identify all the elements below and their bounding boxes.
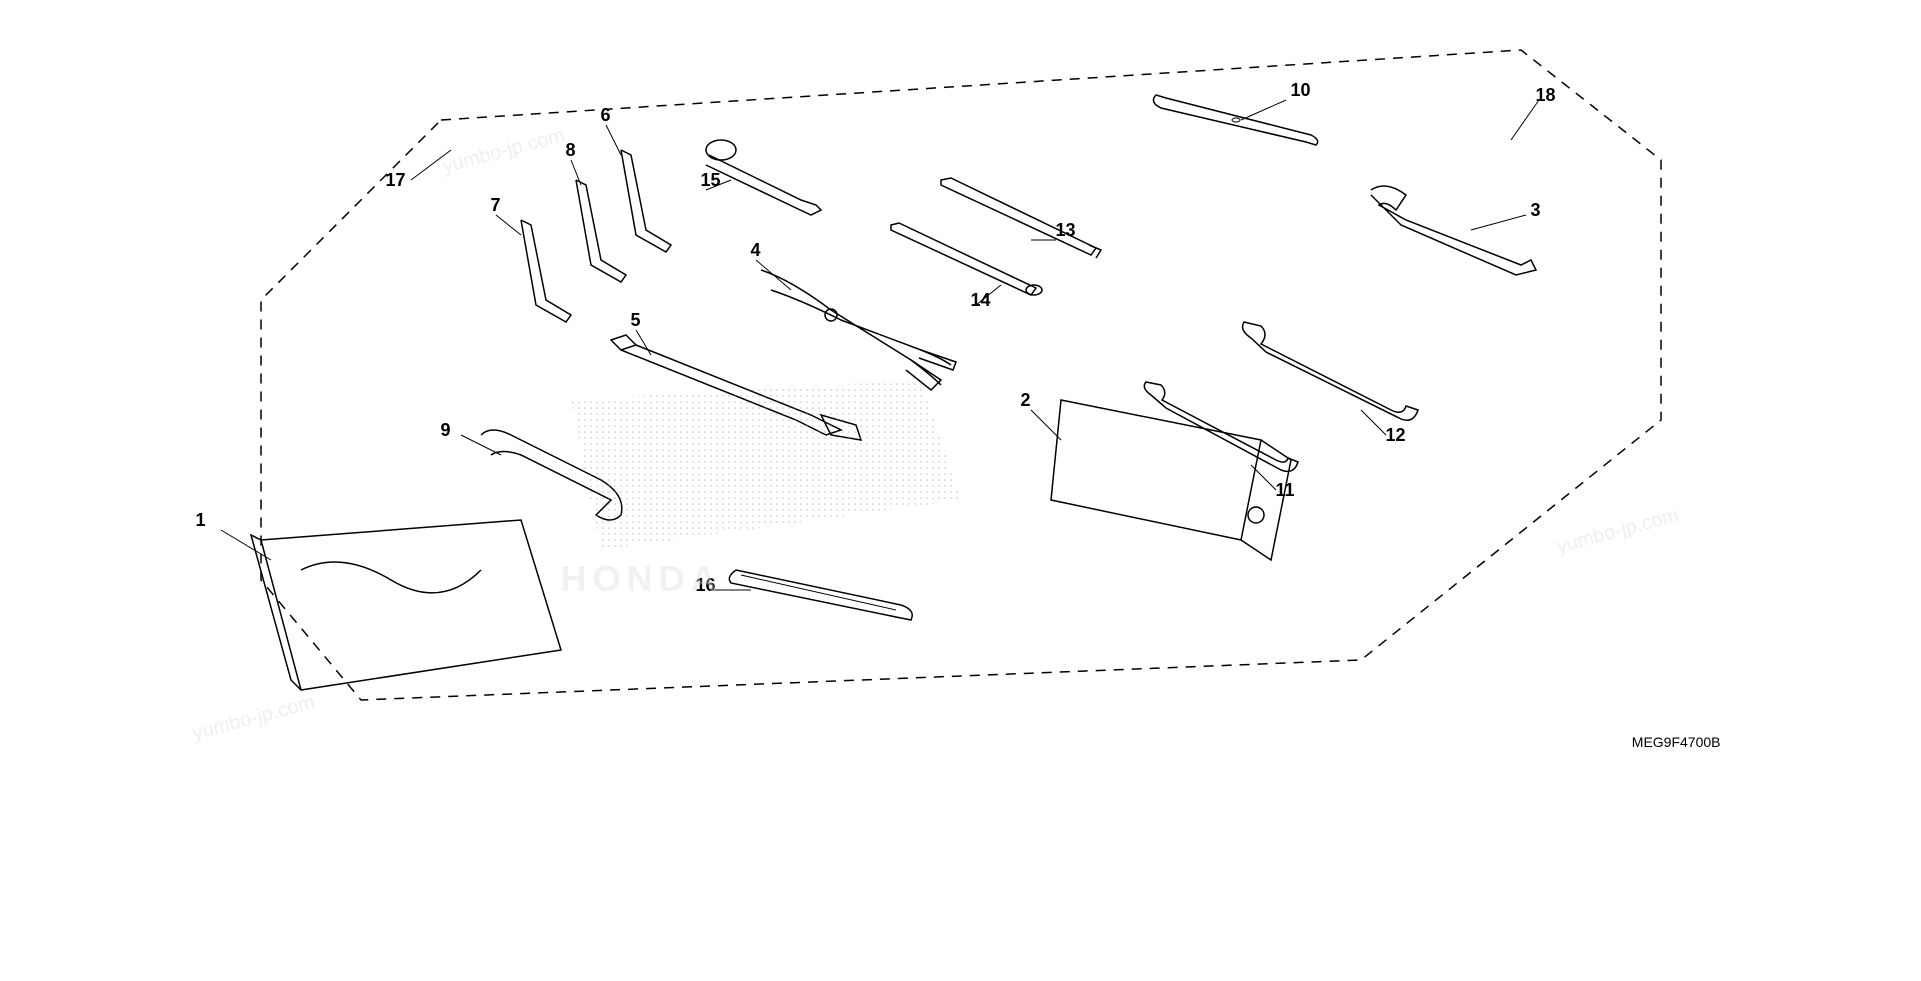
brand-watermark: HONDA	[561, 558, 723, 600]
diagram-image: 1 2 3 4 5 6 7 8 9 10 11 12 13 14 15 16 1…	[161, 20, 1761, 780]
leader-lines	[161, 20, 1761, 780]
diagram-id: MEG9F4700B	[1632, 734, 1721, 750]
parts-diagram-container: 1 2 3 4 5 6 7 8 9 10 11 12 13 14 15 16 1…	[161, 20, 1761, 780]
